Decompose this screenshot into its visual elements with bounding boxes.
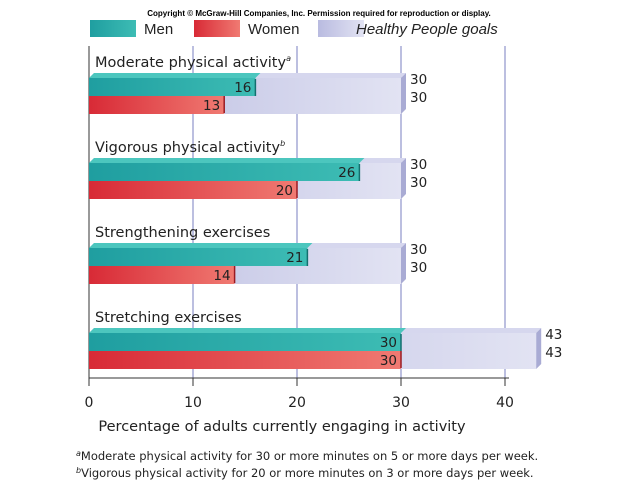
men-bar-strengthening-exercises bbox=[89, 248, 308, 266]
tick-label-20: 20 bbox=[288, 395, 306, 411]
women-value-moderate-physical-activity: 13 bbox=[203, 98, 220, 114]
category-label-moderate-physical-activity: Moderate physical activitya bbox=[95, 54, 291, 71]
women-bar-vigorous-physical-activity bbox=[89, 181, 297, 199]
legend: Men Women Healthy People goals bbox=[90, 20, 498, 38]
men-value-vigorous-physical-activity: 26 bbox=[338, 165, 355, 181]
goal-women-value-stretching-exercises: 43 bbox=[545, 345, 562, 361]
tick-label-10: 10 bbox=[184, 395, 202, 411]
women-bar-stretching-exercises bbox=[89, 351, 401, 369]
tick-label-40: 40 bbox=[496, 395, 514, 411]
gridlines bbox=[88, 46, 506, 378]
legend-swatch-women bbox=[194, 20, 240, 37]
women-bar-strengthening-exercises bbox=[89, 266, 235, 284]
goal-bar-side-strengthening-exercises bbox=[401, 243, 406, 284]
women-value-vigorous-physical-activity: 20 bbox=[276, 183, 293, 199]
category-labels: Moderate physical activitya Vigorous phys… bbox=[95, 54, 291, 326]
women-bar-moderate-physical-activity bbox=[89, 96, 225, 114]
men-value-stretching-exercises: 30 bbox=[380, 335, 397, 351]
tick-label-30: 30 bbox=[392, 395, 410, 411]
men-bar-top-stretching-exercises bbox=[89, 328, 406, 333]
category-label-strengthening-exercises: Strengthening exercises bbox=[95, 225, 270, 241]
men-bar-top-strengthening-exercises bbox=[89, 243, 313, 248]
women-value-stretching-exercises: 30 bbox=[380, 353, 397, 369]
goal-women-value-strengthening-exercises: 30 bbox=[410, 260, 427, 276]
goal-bar-side-vigorous-physical-activity bbox=[401, 158, 406, 199]
goal-bar-side-moderate-physical-activity bbox=[401, 73, 406, 114]
legend-label-goals: Healthy People goals bbox=[356, 21, 498, 38]
goal-men-value-moderate-physical-activity: 30 bbox=[410, 72, 427, 88]
x-axis-ticks: 0 10 20 30 40 bbox=[85, 378, 514, 411]
category-label-stretching-exercises: Stretching exercises bbox=[95, 310, 242, 326]
x-axis-title: Percentage of adults currently engaging … bbox=[98, 419, 466, 435]
footnote-b: bVigorous physical activity for 20 or mo… bbox=[76, 466, 534, 480]
men-value-strengthening-exercises: 21 bbox=[286, 250, 303, 266]
goal-men-value-strengthening-exercises: 30 bbox=[410, 242, 427, 258]
goal-bar-side-stretching-exercises bbox=[536, 328, 542, 369]
men-bar-top-vigorous-physical-activity bbox=[89, 158, 365, 163]
legend-label-men: Men bbox=[144, 21, 173, 38]
men-bar-vigorous-physical-activity bbox=[89, 163, 360, 181]
copyright-notice: Copyright © McGraw-Hill Companies, Inc. … bbox=[147, 9, 491, 18]
goal-women-value-moderate-physical-activity: 30 bbox=[410, 90, 427, 106]
goal-men-value-vigorous-physical-activity: 30 bbox=[410, 157, 427, 173]
goal-men-value-stretching-exercises: 43 bbox=[545, 327, 562, 343]
tick-label-0: 0 bbox=[85, 395, 94, 411]
men-bar-stretching-exercises bbox=[89, 333, 401, 351]
category-label-vigorous-physical-activity: Vigorous physical activityb bbox=[95, 139, 285, 156]
men-value-moderate-physical-activity: 16 bbox=[234, 80, 251, 96]
footnote-a: aModerate physical activity for 30 or mo… bbox=[76, 449, 538, 463]
bars: 16 13 30 30 26 20 30 30 21 14 30 30 30 30 43 43 bbox=[89, 72, 562, 369]
legend-swatch-goals bbox=[318, 20, 364, 37]
legend-swatch-men bbox=[90, 20, 136, 37]
men-bar-top-moderate-physical-activity bbox=[89, 73, 261, 78]
goal-women-value-vigorous-physical-activity: 30 bbox=[410, 175, 427, 191]
women-value-strengthening-exercises: 14 bbox=[213, 268, 230, 284]
men-bar-moderate-physical-activity bbox=[89, 78, 256, 96]
legend-label-women: Women bbox=[248, 21, 299, 38]
